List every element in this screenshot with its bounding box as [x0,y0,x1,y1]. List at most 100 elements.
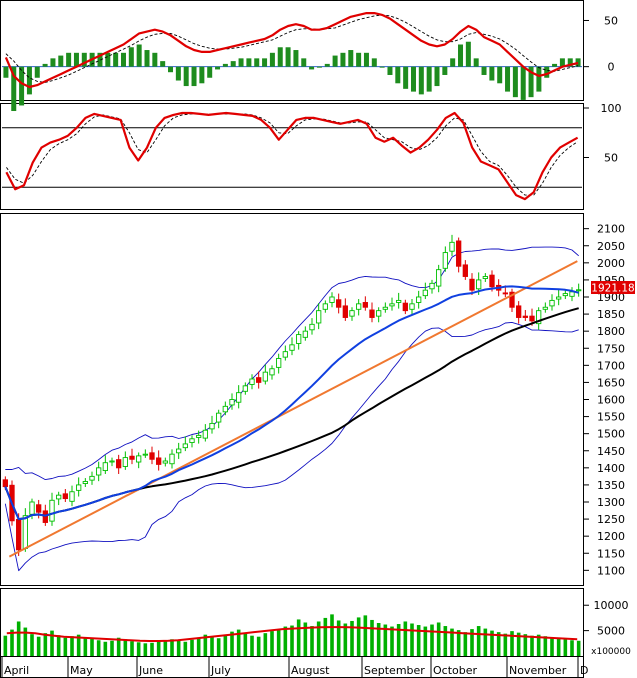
volume-bar [90,638,94,656]
macd-histogram-bar [222,63,228,67]
candle-body [436,269,442,287]
price-tick-label: 1500 [597,428,625,441]
volume-bar [56,635,61,656]
macd-histogram-bar [199,66,205,84]
price-tick-label: 1700 [597,359,625,372]
macd-histogram-bar [544,66,550,78]
volume-bar [456,630,461,656]
volume-bar [183,641,188,656]
price-tick-label: 1900 [597,291,625,304]
volume-bar [143,643,148,656]
macd-histogram-bar [230,61,236,67]
candle-body [309,323,315,331]
candle-body [349,310,355,317]
macd-histogram-bar [19,66,25,106]
volume-bar [356,617,361,656]
volume-bar [296,619,301,656]
macd-histogram-bar [128,47,134,67]
month-label: June [138,664,163,677]
candle-body [49,499,55,522]
macd-histogram-bar [309,66,315,70]
volume-bar [263,633,268,656]
candle-body [229,399,235,406]
volume-bar [163,640,168,656]
volume-bar [463,632,468,656]
volume-bar [303,622,308,656]
month-label: D [580,664,588,677]
macd-histogram-bar [575,58,581,67]
price-layer [2,234,582,572]
macd-histogram-bar [465,41,471,67]
volume-bar [330,614,334,656]
candle-body [169,453,175,465]
volume-bar [216,638,221,656]
month-label: August [291,664,330,677]
volume-bar [103,641,108,656]
volume-bar [376,623,381,656]
candle-body [96,467,102,476]
volume-bar [576,640,581,656]
candle-body [256,377,262,383]
candle-body [116,459,122,469]
price-tick-label: 1200 [597,530,625,543]
macd-histogram-bar [191,66,197,87]
candle-body [289,344,295,351]
candle-body [69,491,75,502]
volume-bar [290,625,294,656]
volume-bar [50,630,54,656]
macd-histogram-bar [387,66,393,75]
volume-bar [136,642,141,656]
macd-histogram-bar [316,66,322,68]
macd-histogram-bar [105,52,111,67]
candle-body [396,299,402,303]
price-tick-label: 2100 [597,223,625,236]
volume-bar [396,624,401,656]
candle-body [89,475,95,481]
volume-bar [96,640,101,656]
volume-bar [363,615,368,656]
volume-bar [23,627,28,656]
candle-body [136,455,142,463]
volume-unit-label: x100000 [591,647,631,657]
macd-histogram-bar [183,66,189,87]
price-tick-label: 2000 [597,257,625,270]
candle-body [376,310,382,317]
volume-bar [530,635,534,656]
bollinger-lower-band [4,321,579,572]
volume-average-line [6,626,578,642]
candle-body [329,296,335,303]
macd-histogram-bar [97,52,103,67]
macd-histogram-bar [371,58,377,67]
candle-body [302,330,308,338]
price-panel [0,213,584,586]
volume-bar [176,640,181,656]
volume-bar [230,631,234,656]
candle-body [316,310,322,324]
candle-body [36,504,42,513]
candle-body [416,296,422,303]
candle-body [2,479,8,488]
macd-histogram-bar [450,58,456,67]
candle-body [369,309,375,318]
candle-body [516,305,522,318]
macd-histogram-bar [207,66,213,78]
candle-body [202,429,208,439]
candle-body [569,291,575,297]
macd-histogram-bar [559,58,565,67]
price-tick-label: 1250 [597,513,625,526]
candle-body [402,302,408,312]
macd-histogram-bar [238,58,244,67]
price-tick-label: 1350 [597,479,625,492]
macd-histogram-bar [567,58,573,67]
volume-bar [130,641,134,656]
candle-body [196,434,202,438]
candle-body [542,306,548,310]
month-label: September [364,664,425,677]
candle-body [509,291,515,308]
candle-body [216,412,222,423]
price-tick-label: 1300 [597,496,625,509]
candle-body [429,282,435,290]
volume-bar [170,639,174,656]
candle-body [149,452,155,460]
volume-bar [403,621,408,656]
